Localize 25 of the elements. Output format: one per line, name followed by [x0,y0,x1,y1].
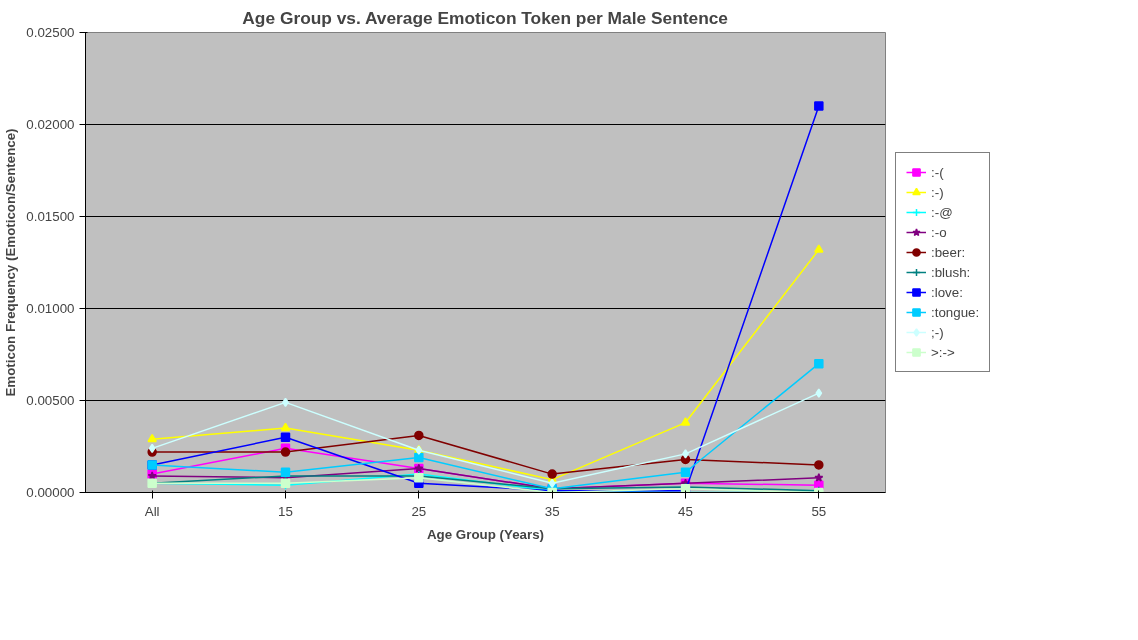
legend-label: ;-) [931,323,945,341]
y-tick-label: 0.00500 [26,393,75,408]
legend-label: :blush: [931,263,971,281]
x-axis-title: Age Group (Years) [426,526,545,542]
y-tick-label: 0.00000 [26,485,75,500]
x-tick-label: 25 [411,503,427,519]
legend-label: :-) [931,183,945,201]
legend-label: >:-> [931,343,955,361]
legend-label: :tongue: [931,303,980,321]
x-tick-label: 55 [811,503,827,519]
legend-label: :love: [931,283,963,301]
legend-label: :-( [931,163,945,181]
y-tick-label: 0.01500 [26,209,75,224]
x-tick-label: All [144,503,160,519]
y-axis-title: Emoticon Frequency (Emoticon/Sentence) [3,128,19,397]
x-tick-label: 35 [544,503,560,519]
y-tick-label: 0.02500 [26,25,75,40]
x-tick-label: 15 [278,503,293,519]
x-tick-label: 45 [678,503,693,519]
legend-label: :beer: [931,243,966,261]
legend-label: :-@ [931,203,953,221]
y-tick-label: 0.01000 [26,301,75,316]
y-tick-label: 0.02000 [26,117,75,132]
chart-title: Age Group vs. Average Emoticon Token per Male Sentence [242,7,729,28]
legend-label: :-o [931,223,948,241]
